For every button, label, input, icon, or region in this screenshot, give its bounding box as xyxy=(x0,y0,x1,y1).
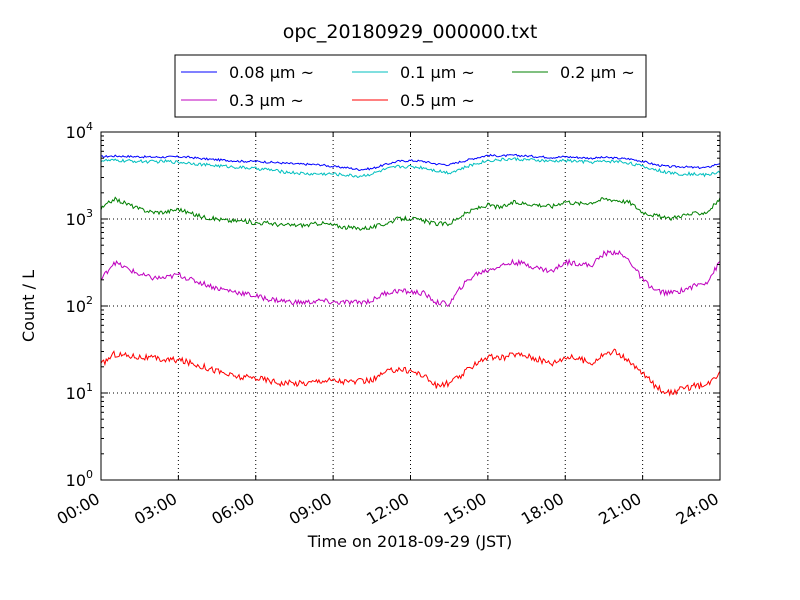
y-tick-label: 102 xyxy=(66,294,93,316)
y-tick-label: 100 xyxy=(66,468,93,490)
y-tick-label: 104 xyxy=(66,120,93,142)
x-axis-label: Time on 2018-09-29 (JST) xyxy=(307,532,512,551)
chart-title: opc_20180929_000000.txt xyxy=(283,21,538,43)
legend-label: 0.3 μm ~ xyxy=(229,91,304,110)
series-line xyxy=(100,249,721,308)
y-axis-label: Count / L xyxy=(19,270,38,342)
legend-label: 0.1 μm ~ xyxy=(400,63,475,82)
legend-label: 0.08 μm ~ xyxy=(229,63,314,82)
series-line xyxy=(100,157,721,178)
series-group xyxy=(100,153,721,397)
series-line xyxy=(100,348,721,397)
y-tick-label: 101 xyxy=(66,381,93,403)
legend-label: 0.2 μm ~ xyxy=(560,63,635,82)
legend-label: 0.5 μm ~ xyxy=(400,91,475,110)
y-tick-label: 103 xyxy=(66,207,93,229)
legend: 0.08 μm ~ 0.1 μm ~ 0.2 μm ~ 0.3 μm ~ 0.5 μm … xyxy=(174,54,647,118)
series-line xyxy=(100,196,721,231)
series-line xyxy=(100,153,721,172)
y-axis: 100 101 102 103 104 xyxy=(66,120,720,490)
